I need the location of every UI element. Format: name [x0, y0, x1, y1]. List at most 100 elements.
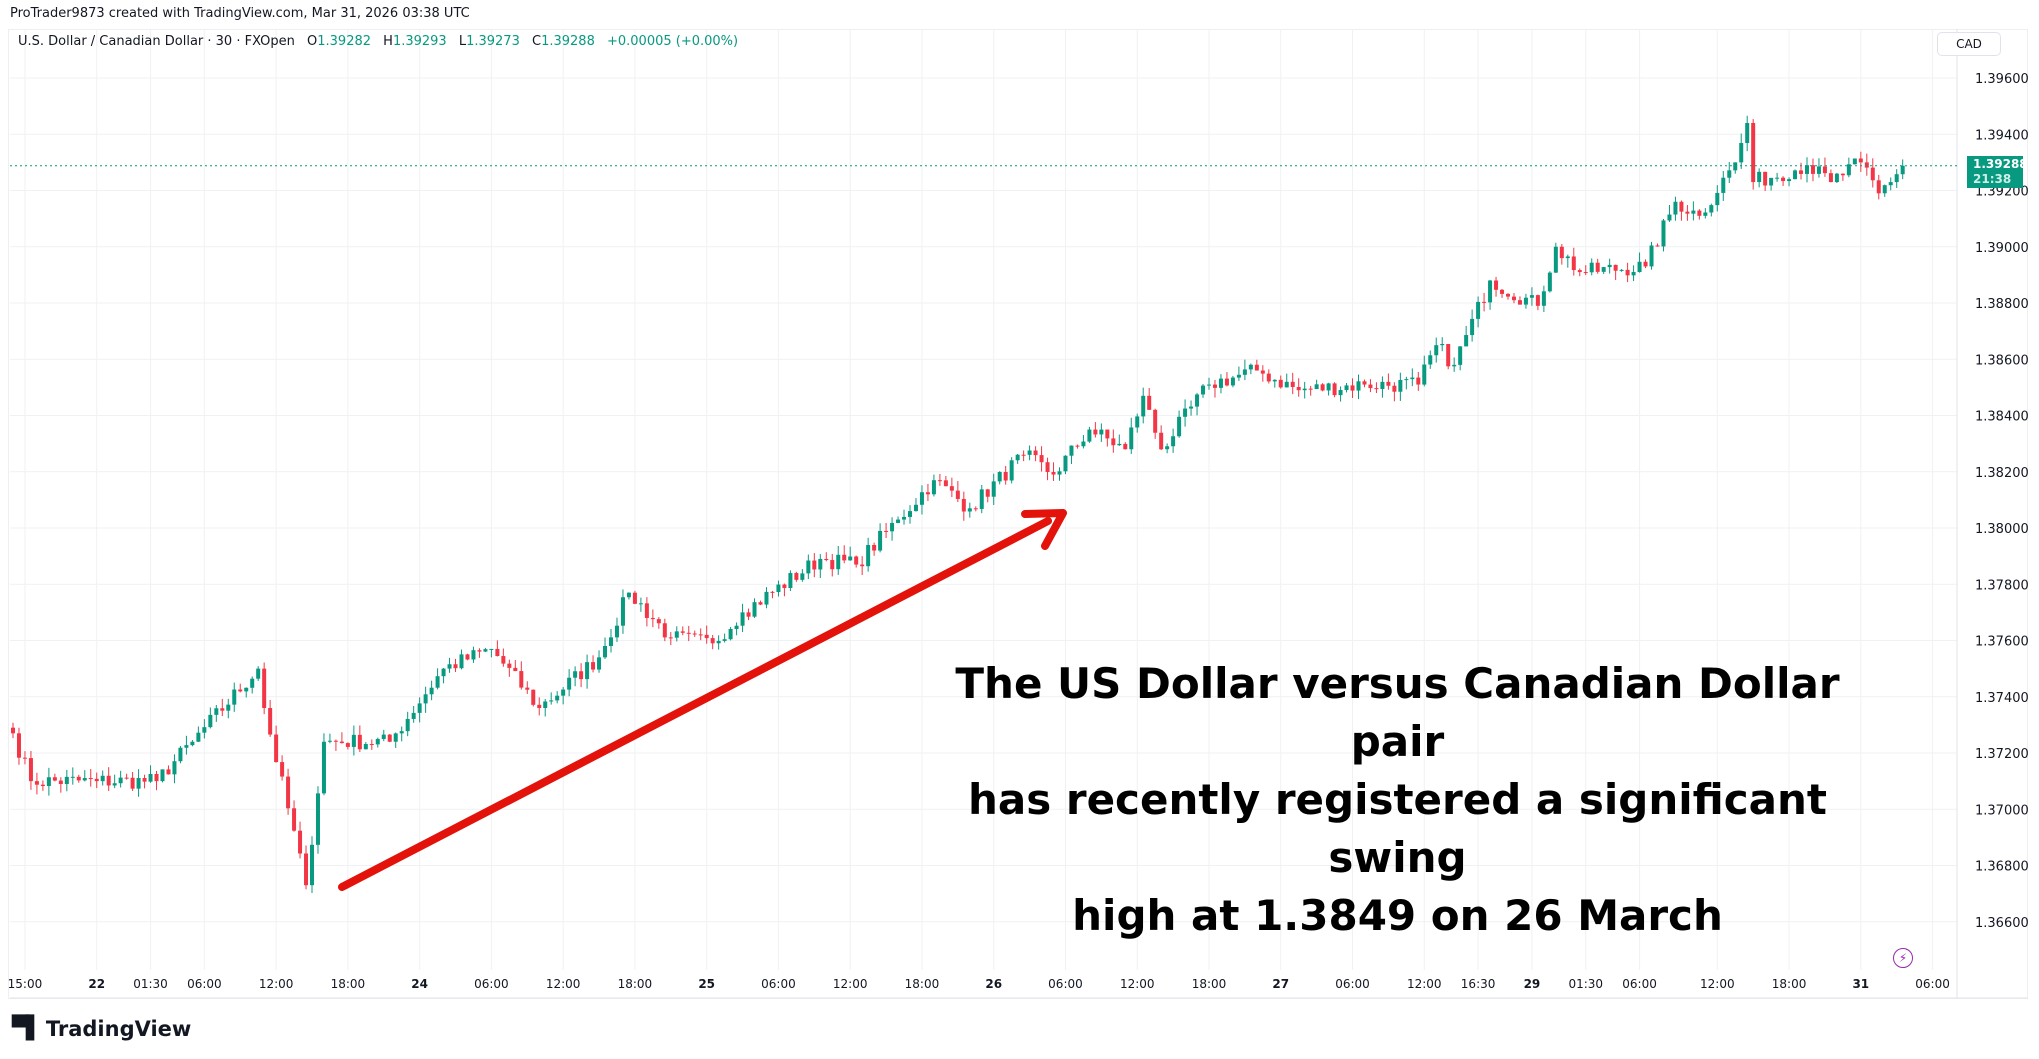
candle [513, 660, 518, 672]
candle-body [614, 625, 619, 638]
candle [1081, 434, 1086, 449]
candle [58, 777, 63, 793]
candle [1224, 372, 1229, 387]
candle [1410, 368, 1415, 387]
candle [1822, 157, 1827, 177]
candle [1069, 445, 1074, 464]
time-tick-label: 18:00 [1772, 977, 1807, 991]
candle [1529, 287, 1534, 306]
candle-body [800, 573, 805, 580]
candle [1320, 383, 1325, 392]
candle-body [1637, 261, 1642, 273]
candle-body [908, 511, 912, 517]
candle [16, 727, 21, 765]
candle-body [172, 761, 177, 775]
candle [1559, 244, 1564, 265]
candle-body [1649, 245, 1654, 267]
candle-body [1446, 344, 1451, 367]
candle-body [812, 560, 817, 570]
candle [333, 739, 338, 751]
candle-body [806, 560, 811, 574]
candle [459, 649, 464, 670]
candle-body [1607, 264, 1612, 268]
candle-body [1464, 335, 1469, 347]
candle-body [250, 678, 255, 688]
candle-body [1105, 429, 1110, 439]
high-label: H [383, 34, 393, 49]
candle-body [573, 671, 578, 678]
price-tick-label: 1.37600 [1975, 635, 2029, 650]
price-tick-label: 1.37200 [1975, 747, 2029, 762]
candle-body [620, 597, 625, 626]
candle [908, 505, 912, 524]
candle [262, 662, 267, 715]
candle [674, 626, 679, 642]
candle [1398, 372, 1403, 401]
candle [106, 767, 111, 792]
candle [913, 498, 918, 512]
candle-body [1183, 408, 1188, 417]
candle-body [650, 617, 655, 620]
candle [142, 774, 147, 789]
candle-body [1577, 270, 1582, 273]
tradingview-logo[interactable]: ▀▌ TradingView [12, 1016, 191, 1041]
candle-body [1643, 261, 1648, 267]
candle-body [1380, 381, 1385, 390]
candle [1458, 346, 1463, 371]
candle [1506, 293, 1510, 300]
candle-body [716, 640, 721, 644]
candle [1876, 174, 1881, 200]
candle-body [16, 733, 21, 758]
candle-body [1470, 318, 1475, 336]
candle [1021, 450, 1026, 462]
candle [842, 545, 847, 564]
candle [1362, 379, 1367, 388]
candle [1129, 417, 1134, 454]
time-tick-label: 29 [1524, 977, 1541, 991]
candle [561, 687, 566, 705]
candle-body [1888, 182, 1893, 186]
candle-body [136, 778, 141, 789]
candle [1374, 382, 1379, 394]
time-tick-label: 25 [698, 977, 715, 991]
candle [1858, 151, 1863, 172]
candle-body [1613, 264, 1618, 271]
candle [1601, 267, 1606, 274]
candle [1805, 157, 1809, 183]
candle-body [913, 504, 918, 512]
candle [1553, 242, 1558, 274]
candle [585, 654, 590, 689]
candle-body [1248, 364, 1253, 370]
time-tick-label: 01:30 [1568, 977, 1603, 991]
candle-body [429, 687, 434, 695]
candle [441, 667, 446, 684]
candle [1697, 209, 1702, 220]
candle [286, 768, 291, 815]
candle [429, 680, 434, 701]
candle [178, 746, 183, 764]
candle [919, 485, 924, 515]
candle [543, 699, 548, 717]
candle [1870, 158, 1875, 188]
candle-body [692, 633, 697, 635]
candle-body [597, 657, 602, 670]
candle [1589, 258, 1594, 276]
candle [82, 770, 87, 782]
candle [752, 598, 757, 618]
candle-body [1810, 165, 1815, 174]
candle [872, 542, 877, 556]
candle-body [381, 734, 386, 739]
candle [130, 771, 135, 791]
candle [387, 734, 392, 743]
candle [112, 774, 117, 789]
candle-body [304, 853, 309, 886]
candle [1888, 177, 1893, 191]
currency-button[interactable]: CAD [1937, 32, 2001, 56]
candle [686, 625, 691, 642]
candle [196, 726, 201, 742]
candle [896, 516, 901, 524]
price-tick-label: 1.39400 [1975, 128, 2029, 143]
price-tick-label: 1.36800 [1975, 860, 2029, 875]
lightning-icon[interactable]: ⚡ [1893, 948, 1913, 968]
